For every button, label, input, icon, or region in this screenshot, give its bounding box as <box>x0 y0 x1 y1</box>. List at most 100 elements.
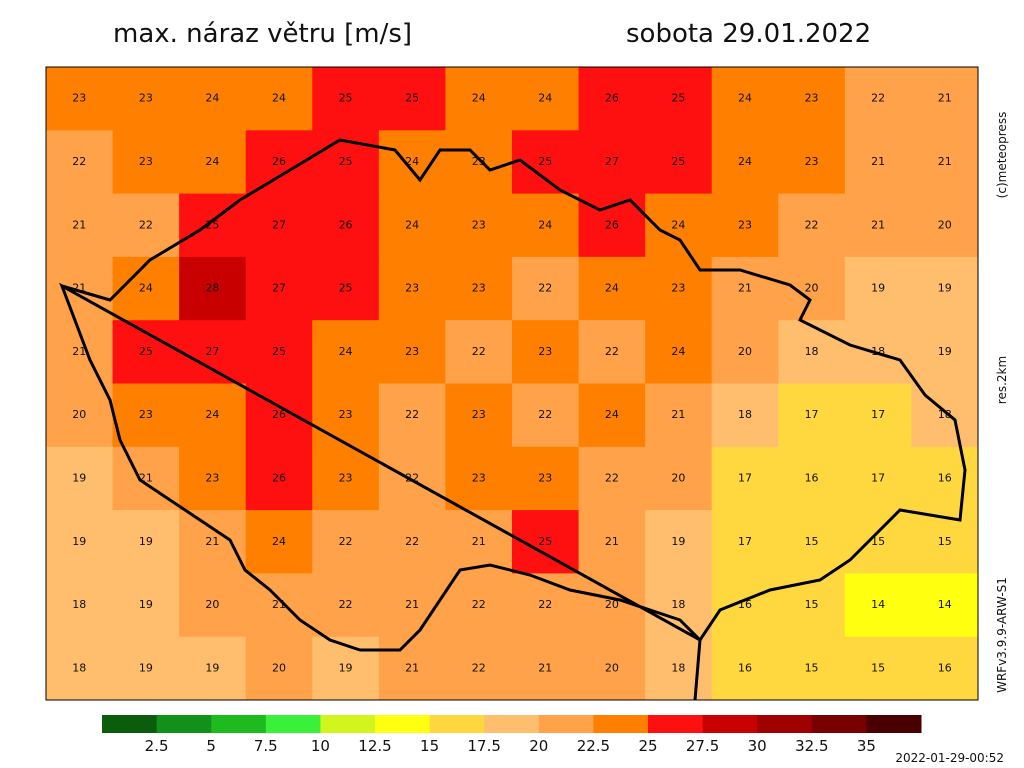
field-cell <box>711 510 779 574</box>
cell-value: 19 <box>139 661 153 674</box>
field-cell <box>645 446 713 511</box>
cell-value: 21 <box>938 155 952 168</box>
field-cell <box>378 320 446 384</box>
cell-value: 16 <box>805 471 819 484</box>
cell-value: 19 <box>139 598 153 611</box>
colorbar-label: 15 <box>420 737 439 755</box>
field-cell <box>645 383 713 448</box>
field-cell <box>711 320 779 384</box>
field-cell <box>312 383 380 448</box>
cell-value: 22 <box>538 598 552 611</box>
cell-value: 24 <box>472 92 486 105</box>
field-cell <box>112 636 180 701</box>
cell-value: 23 <box>538 471 552 484</box>
field-cell <box>445 383 513 448</box>
field-cell <box>179 130 247 195</box>
cell-value: 17 <box>738 471 752 484</box>
field-cell <box>911 573 979 638</box>
cell-value: 22 <box>72 155 86 168</box>
field-cell <box>911 256 979 321</box>
field-cell <box>46 193 114 258</box>
cell-value: 21 <box>938 92 952 105</box>
field-cell <box>645 510 713 574</box>
colorbar-label: 25 <box>638 737 657 755</box>
cell-value: 24 <box>205 155 219 168</box>
field-cell <box>578 130 646 195</box>
cell-value: 22 <box>538 282 552 295</box>
field-cell <box>578 67 646 131</box>
cell-value: 25 <box>339 282 353 295</box>
cell-value: 19 <box>139 535 153 548</box>
field-cell <box>844 193 912 258</box>
timestamp: 2022-01-29-00:52 <box>895 751 1004 765</box>
field-cell <box>245 510 313 574</box>
colorbar-swatch <box>320 715 376 733</box>
cell-value: 23 <box>671 282 685 295</box>
field-cell <box>778 130 846 195</box>
field-cell <box>512 383 580 448</box>
cell-value: 26 <box>605 218 619 231</box>
field-cell <box>578 446 646 511</box>
cell-value: 19 <box>339 661 353 674</box>
colorbar-swatch <box>593 715 649 733</box>
field-cell <box>378 67 446 131</box>
field-cell <box>844 636 912 701</box>
field-cell <box>378 510 446 574</box>
field-cell <box>911 636 979 701</box>
field-cell <box>312 573 380 638</box>
colorbar-label: 22.5 <box>577 737 610 755</box>
cell-value: 25 <box>139 345 153 358</box>
cell-value: 24 <box>671 218 685 231</box>
cell-value: 23 <box>339 408 353 421</box>
cell-value: 18 <box>938 408 952 421</box>
cell-value: 23 <box>738 218 752 231</box>
cell-value: 22 <box>538 408 552 421</box>
field-cell <box>378 256 446 321</box>
field-cell <box>312 193 380 258</box>
cell-value: 25 <box>671 155 685 168</box>
field-cell <box>778 573 846 638</box>
colorbar-swatch <box>375 715 431 733</box>
field-cell <box>112 67 180 131</box>
field-cell <box>245 573 313 638</box>
field-cell <box>378 130 446 195</box>
cell-value: 24 <box>405 218 419 231</box>
model: WRFv3.9.9-ARW-S1 <box>995 577 1009 693</box>
cell-value: 21 <box>671 408 685 421</box>
colorbar-label: 32.5 <box>795 737 828 755</box>
cell-value: 22 <box>472 661 486 674</box>
field-cell <box>46 67 114 131</box>
field-cell <box>711 130 779 195</box>
field-cell <box>711 193 779 258</box>
field-cell <box>46 130 114 195</box>
field-cell <box>778 256 846 321</box>
cell-value: 23 <box>405 282 419 295</box>
colorbar-swatch <box>811 715 867 733</box>
field-cell <box>911 67 979 131</box>
colorbar-swatch <box>757 715 813 733</box>
cell-value: 19 <box>72 471 86 484</box>
cell-value: 17 <box>738 535 752 548</box>
cell-value: 20 <box>605 661 619 674</box>
cell-value: 21 <box>205 535 219 548</box>
field-cell <box>179 573 247 638</box>
cell-value: 20 <box>805 282 819 295</box>
field-cell <box>911 510 979 574</box>
colorbar-label: 10 <box>311 737 330 755</box>
field-cell <box>512 573 580 638</box>
field-cell <box>844 510 912 574</box>
field-cell <box>844 573 912 638</box>
field-cell <box>445 446 513 511</box>
cell-value: 16 <box>738 661 752 674</box>
field-cell <box>445 573 513 638</box>
field-cell <box>112 130 180 195</box>
colorbar-swatch <box>538 715 594 733</box>
cell-value: 22 <box>605 345 619 358</box>
cell-value: 23 <box>472 471 486 484</box>
field-cell <box>911 193 979 258</box>
cell-value: 24 <box>272 92 286 105</box>
field-cell <box>512 636 580 701</box>
colorbar: 2.5 5 7.5 10 12.5 15 17.5 20 22.5 25 27.5 30 32.5 35 <box>102 715 922 755</box>
field-cell <box>179 636 247 701</box>
field-cell <box>312 67 380 131</box>
